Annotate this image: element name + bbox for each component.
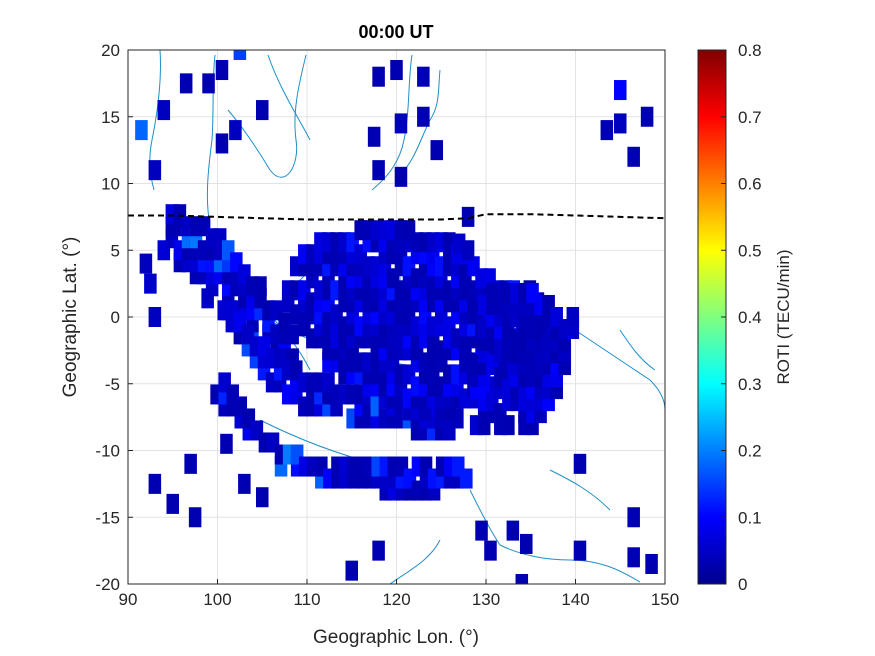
y-tick-label: 15 [101,108,120,127]
colorbar-tick-label: 0.8 [738,41,762,60]
x-tick-label: 120 [382,590,410,609]
colorbar-tick-label: 0.4 [738,308,762,327]
roti-cell [139,253,153,274]
x-ticks: 90 100 110 120 130 140 150 [119,579,679,609]
roti-cell [613,113,627,134]
roti-cell [372,160,385,181]
y-tick-label: -5 [105,375,120,394]
roti-cell [372,540,385,561]
roti-cell [394,113,408,134]
roti-cell [390,60,403,81]
roti-cell [345,560,359,581]
roti-cell [255,487,269,508]
roti-cell [255,100,269,121]
x-tick-label: 100 [203,590,231,609]
roti-cell [144,273,157,294]
roti-cell [135,120,148,141]
roti-cell [520,533,533,554]
roti-cell [475,520,488,541]
roti-cell [627,547,640,568]
x-tick-label: 110 [293,590,320,609]
colorbar-ticks: 0 0.1 0.2 0.3 0.4 0.5 0.6 0.7 0.8 [721,41,762,594]
roti-cell [233,50,247,61]
roti-cell [372,66,385,87]
x-tick-label: 130 [472,590,500,609]
roti-cell [417,66,430,87]
colorbar-tick-label: 0.5 [738,241,762,260]
roti-cell [148,473,162,494]
y-axis-label: Geographic Lat. (°) [60,237,81,398]
roti-cell [367,126,381,147]
roti-cell [166,493,180,514]
roti-cell [627,146,640,167]
roti-cell [229,120,242,141]
roti-cell [157,100,171,121]
y-tick-label: 5 [111,241,120,260]
colorbar-label: ROTI (TECU/min) [774,249,793,384]
x-tick-label: 140 [561,590,589,609]
roti-cell [502,415,515,436]
roti-cell [220,433,233,454]
roti-cell [201,288,214,309]
roti-cell [461,240,475,261]
roti-cell [238,473,251,494]
roti-cell [148,160,162,181]
colorbar-tick-label: 0.1 [738,508,762,527]
roti-cell [254,276,267,297]
roti-cells [135,50,658,584]
y-tick-label: -10 [95,442,120,461]
x-tick-label: 150 [651,590,679,609]
roti-cell [286,324,299,345]
y-ticks: -20 -15 -10 -5 0 5 10 15 20 [95,41,133,594]
roti-cell [600,120,614,141]
roti-cell [484,540,497,561]
colorbar-tick-label: 0.7 [738,108,762,127]
x-tick-label: 90 [119,590,138,609]
roti-cell [394,166,408,187]
y-tick-label: 10 [101,175,120,194]
roti-cell [215,133,229,154]
roti-cell [573,453,587,474]
roti-cell [460,468,473,489]
colorbar-tick-label: 0 [738,575,747,594]
roti-cell [184,453,197,474]
roti-cell [573,540,587,561]
roti-cell [417,106,430,127]
y-tick-label: -15 [95,508,120,527]
roti-cell [148,306,162,328]
chart-title: 00:00 UT [358,22,433,42]
x-axis-label: Geographic Lon. (°) [313,627,479,648]
roti-cell [640,106,654,127]
roti-cell [202,73,215,94]
roti-cell [461,206,475,227]
roti-cell [188,507,202,528]
magnetic-equator-line [128,213,665,221]
colorbar-tick-label: 0.3 [738,375,762,394]
roti-cell [613,80,627,101]
roti-cell [215,60,229,81]
y-tick-label: 0 [111,308,120,327]
colorbar-tick-label: 0.6 [738,175,762,194]
roti-cell [627,507,640,528]
roti-cell [179,73,193,94]
y-tick-label: 20 [101,41,120,60]
y-tick-label: -20 [95,575,120,594]
roti-cell [515,573,529,584]
roti-cell [430,140,444,161]
roti-cell [645,553,658,574]
roti-cell [566,306,580,328]
roti-cell [506,520,520,541]
colorbar-tick-label: 0.2 [738,442,762,461]
